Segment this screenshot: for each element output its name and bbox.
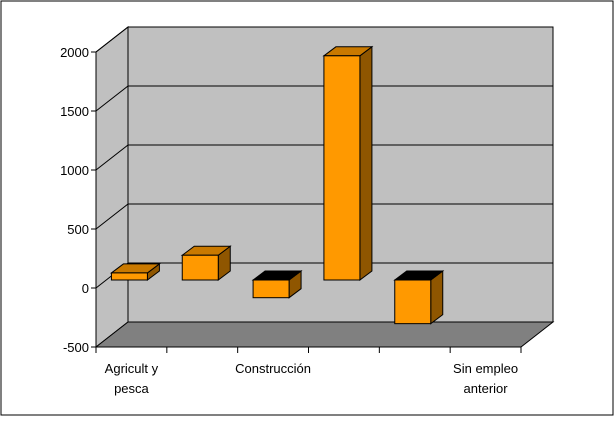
bar <box>180 245 232 281</box>
y-tick-label: 500 <box>67 222 89 237</box>
bar-side <box>359 45 373 281</box>
x-tick-label: Agricult y pesca <box>105 361 159 396</box>
gridline <box>95 144 553 171</box>
gridlines <box>95 26 553 289</box>
y-axis-tick-labels: -500 0 500 1000 1500 2000 <box>60 45 89 355</box>
floor <box>94 321 555 348</box>
y-tick-label: 0 <box>82 281 89 296</box>
gridline <box>95 203 553 230</box>
y-tick-label: 2000 <box>60 45 89 60</box>
gridline <box>95 85 553 112</box>
side-wall <box>95 25 129 349</box>
y-tick-label: -500 <box>63 340 89 355</box>
bar-front <box>110 272 148 281</box>
bar <box>251 270 303 299</box>
gridline <box>95 262 553 289</box>
bar <box>393 270 445 325</box>
y-tick-label: 1500 <box>60 104 89 119</box>
bar-front <box>252 279 290 299</box>
bar-front <box>181 254 219 281</box>
bar-front <box>323 55 361 281</box>
axes <box>91 51 522 353</box>
bars <box>109 45 445 325</box>
x-tick-label: Sin empleo anterior <box>453 361 518 396</box>
bar <box>322 45 374 281</box>
bar-front <box>394 279 432 325</box>
x-tick-label: Construcción <box>235 361 311 376</box>
x-axis-tick-labels: Agricult y pesca Construcción Sin empleo ant… <box>105 361 518 396</box>
y-tick-label: 1000 <box>60 163 89 178</box>
bar <box>109 262 161 281</box>
gridline <box>95 26 553 53</box>
